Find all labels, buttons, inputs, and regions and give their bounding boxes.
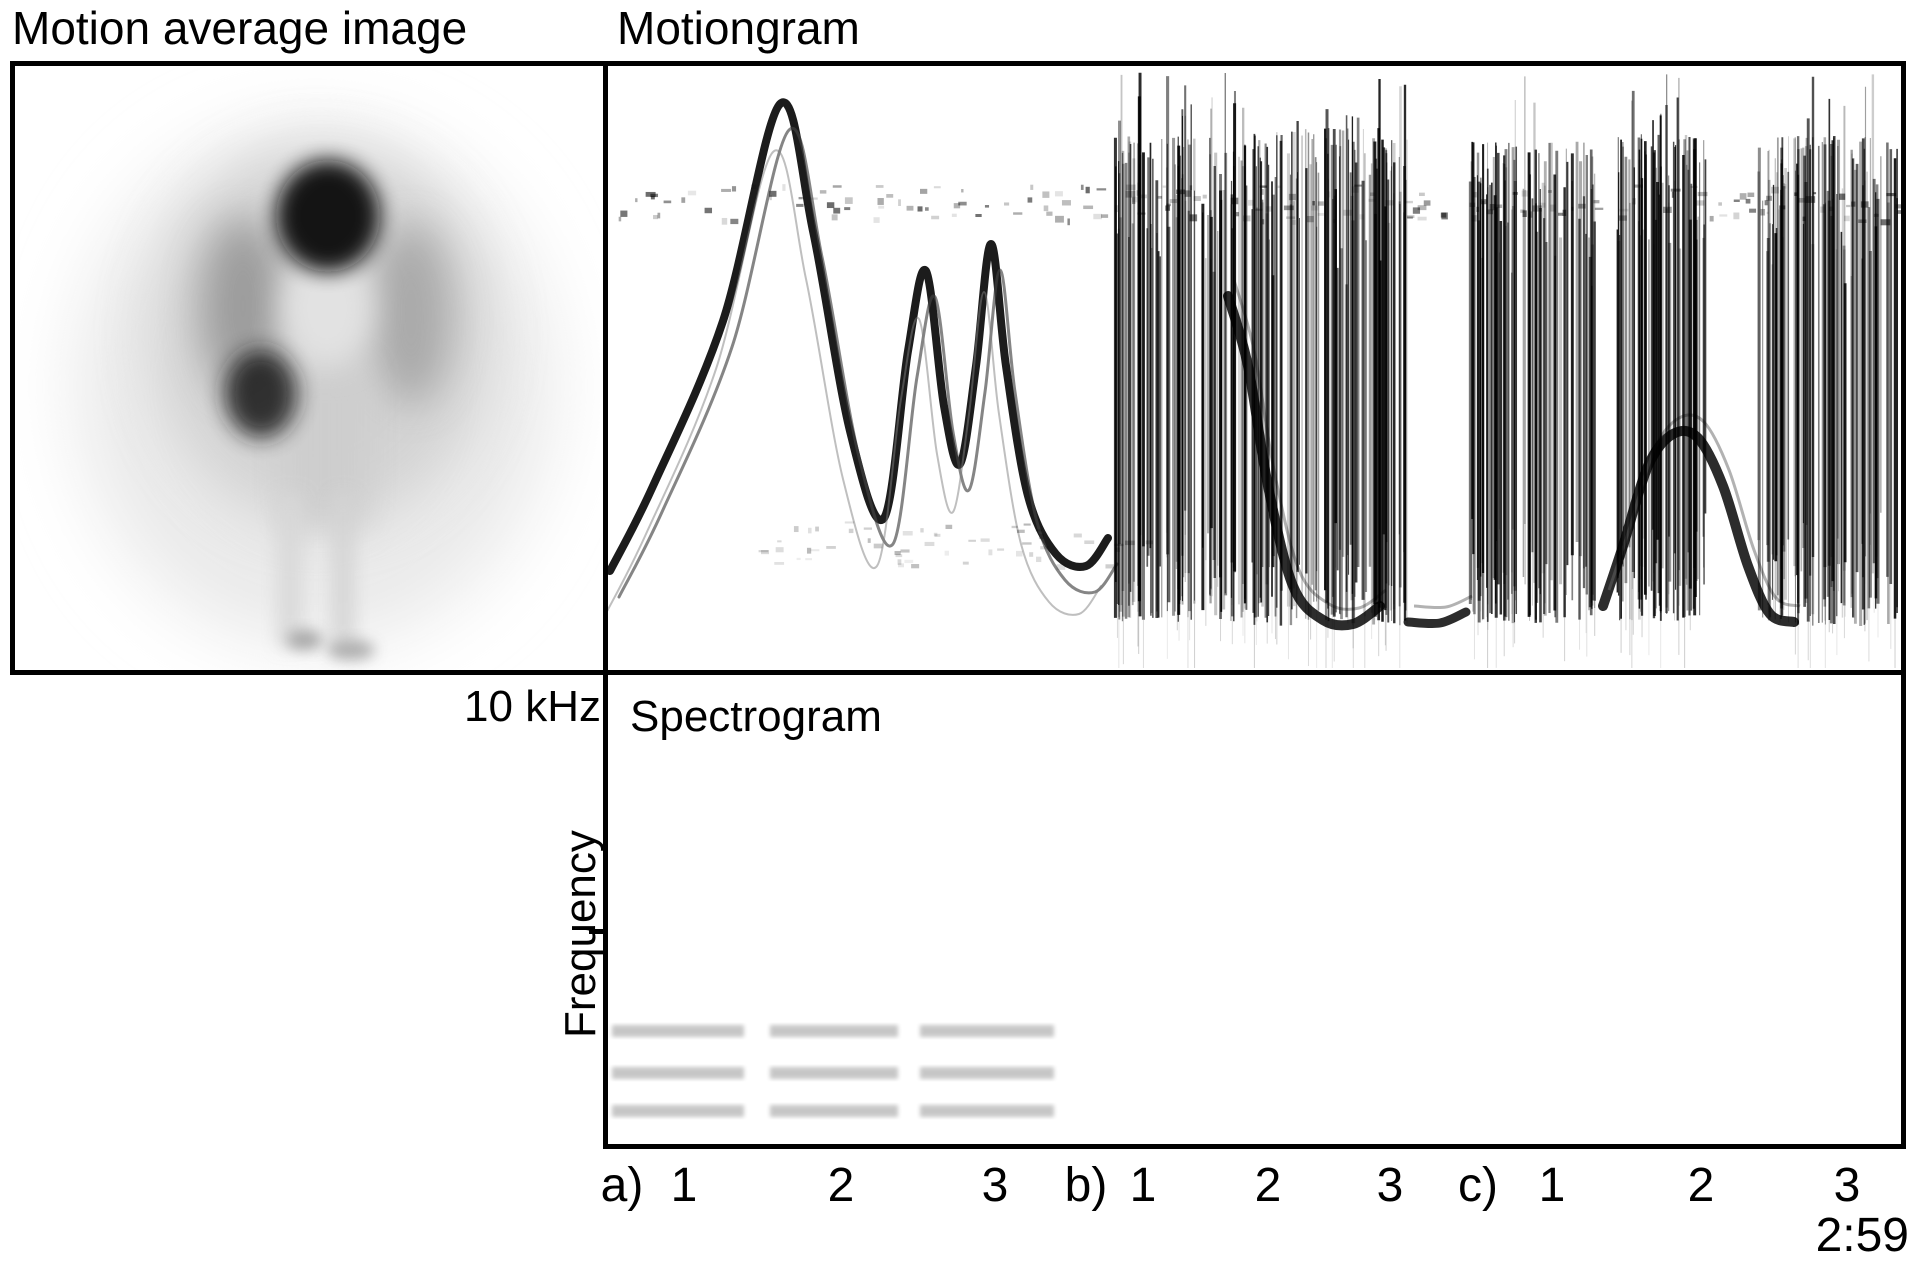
x-axis-section-label: b) — [1064, 1159, 1108, 1212]
end-time-label: 2:59 — [1815, 1209, 1909, 1262]
spectrogram-panel — [603, 675, 1906, 1149]
x-axis-section-label: 3 — [981, 1159, 1009, 1212]
x-axis-section-label: 1 — [1538, 1159, 1566, 1212]
motiongram-panel — [608, 61, 1906, 675]
freq-axis-label: Frequency — [556, 830, 605, 1038]
freq-axis-top-label: 10 kHz — [464, 682, 601, 731]
x-axis-section-label: 2 — [1254, 1159, 1282, 1212]
x-axis-section-label: 3 — [1833, 1159, 1861, 1212]
freq-axis-tick — [589, 929, 608, 934]
x-axis-section-label: 1 — [1129, 1159, 1157, 1212]
x-axis-section-label: 2 — [827, 1159, 855, 1212]
motion-average-title: Motion average image — [12, 2, 468, 54]
time-axis-section-labels: a) 1 2 3 b) 1 2 3 c) 1 2 3 — [0, 1158, 1916, 1218]
motiongram-plot — [608, 72, 1901, 668]
motion-average-image — [75, 124, 555, 660]
x-axis-section-label: 3 — [1376, 1159, 1404, 1212]
motion-average-panel — [10, 61, 608, 675]
x-axis-section-label: 2 — [1687, 1159, 1715, 1212]
motiongram-title: Motiongram — [617, 2, 860, 54]
x-axis-section-label: c) — [1458, 1159, 1498, 1212]
x-axis-section-label: a) — [600, 1159, 644, 1212]
x-axis-section-label: 1 — [670, 1159, 698, 1212]
spectrogram-label: Spectrogram — [630, 692, 882, 741]
spectrogram-plot — [610, 687, 1897, 1139]
